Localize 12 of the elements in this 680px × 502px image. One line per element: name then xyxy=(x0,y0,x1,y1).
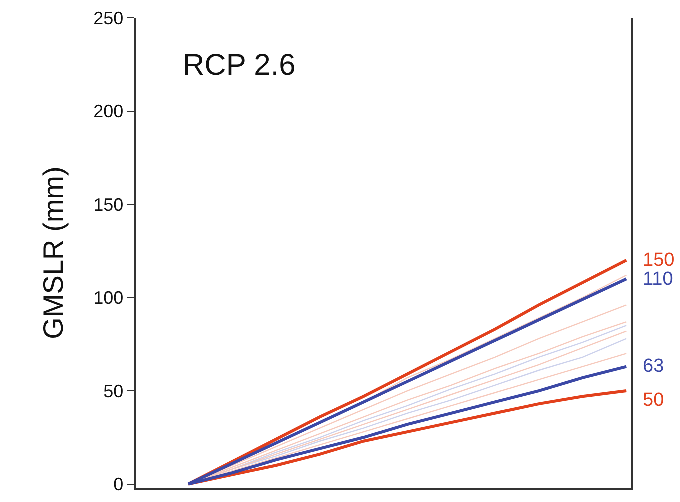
text: 63 xyxy=(643,356,664,377)
text: 150 xyxy=(643,250,675,271)
text: 110 xyxy=(643,269,674,290)
y-tick-label: 100 xyxy=(94,288,124,308)
y-axis-title: GMSLR (mm) xyxy=(38,166,69,340)
y-tick-label: 200 xyxy=(94,102,124,122)
text: 50 xyxy=(643,390,664,411)
y-tick-label: 250 xyxy=(94,8,124,28)
y-tick-label: 50 xyxy=(104,381,124,402)
y-tick-label: 150 xyxy=(94,194,124,215)
text: RCP 2.6 xyxy=(183,49,296,82)
y-tick-label: 0 xyxy=(114,474,124,495)
